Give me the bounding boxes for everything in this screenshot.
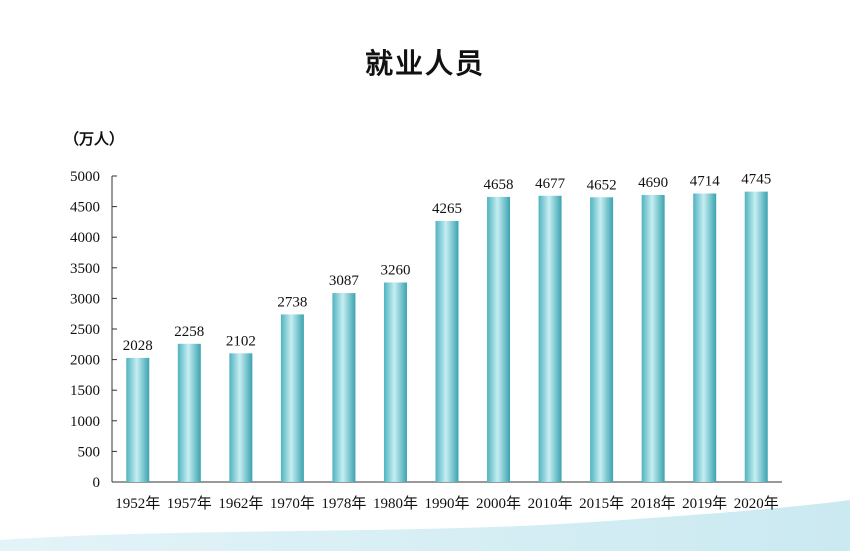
bar (693, 193, 717, 482)
x-tick-label: 1957年 (167, 495, 212, 512)
x-tick-label: 2015年 (579, 495, 624, 512)
x-tick-label: 2019年 (682, 495, 727, 512)
bar (590, 197, 614, 482)
bar (538, 195, 562, 483)
data-label: 2258 (174, 324, 204, 340)
data-label: 4745 (741, 172, 771, 188)
y-tick-label: 2000 (70, 353, 100, 369)
y-tick-label: 500 (78, 444, 101, 460)
bar (229, 353, 253, 482)
data-label: 2028 (123, 338, 153, 354)
bar (487, 196, 511, 482)
y-tick-label: 3500 (70, 261, 100, 277)
y-tick-label: 0 (93, 475, 101, 491)
x-tick-label: 2000年 (476, 495, 521, 512)
data-label: 4652 (587, 177, 617, 193)
data-label: 4658 (484, 177, 514, 193)
y-tick-label: 5000 (70, 169, 100, 185)
bar (332, 293, 356, 482)
x-tick-label: 1952年 (115, 495, 160, 512)
data-label: 4714 (690, 174, 721, 190)
bar (280, 314, 304, 482)
y-tick-label: 3000 (70, 291, 100, 307)
data-label: 4690 (638, 175, 668, 191)
y-axis-unit-label: （万人） (64, 130, 125, 148)
bar (641, 194, 665, 483)
bar (744, 191, 768, 482)
bar (177, 343, 201, 482)
y-tick-label: 4500 (70, 200, 100, 216)
y-tick-label: 1000 (70, 414, 100, 430)
data-label: 2102 (226, 333, 256, 349)
decorative-wave (0, 500, 850, 551)
chart-title: 就业人员 (364, 47, 485, 80)
bars (126, 191, 768, 483)
bar (435, 220, 459, 482)
x-tick-label: 1990年 (424, 495, 469, 512)
x-tick-label: 2018年 (631, 495, 676, 512)
x-tick-label: 1970年 (270, 495, 315, 512)
data-label: 3260 (380, 262, 410, 278)
data-label: 4677 (535, 176, 566, 192)
data-label: 3087 (329, 273, 360, 289)
y-tick-label: 2500 (70, 322, 100, 338)
x-tick-label: 2020年 (734, 495, 779, 512)
x-tick-label: 1978年 (321, 495, 366, 512)
x-tick-label: 1980年 (373, 495, 418, 512)
data-label: 2738 (277, 294, 307, 310)
x-tick-label: 1962年 (218, 495, 263, 512)
bar (126, 357, 150, 482)
y-tick-label: 1500 (70, 383, 100, 399)
x-tick-label: 2010年 (528, 495, 573, 512)
axes: 0 500 1000 1500 2000 2500 3000 3500 4000 4500 5000 (70, 169, 782, 491)
data-label: 4265 (432, 201, 462, 217)
y-tick-label: 4000 (70, 230, 100, 246)
bar (383, 282, 407, 482)
labels: 2028 1952年 2258 1957年 2102 1962年 2738 1970年 3087… (115, 172, 778, 512)
